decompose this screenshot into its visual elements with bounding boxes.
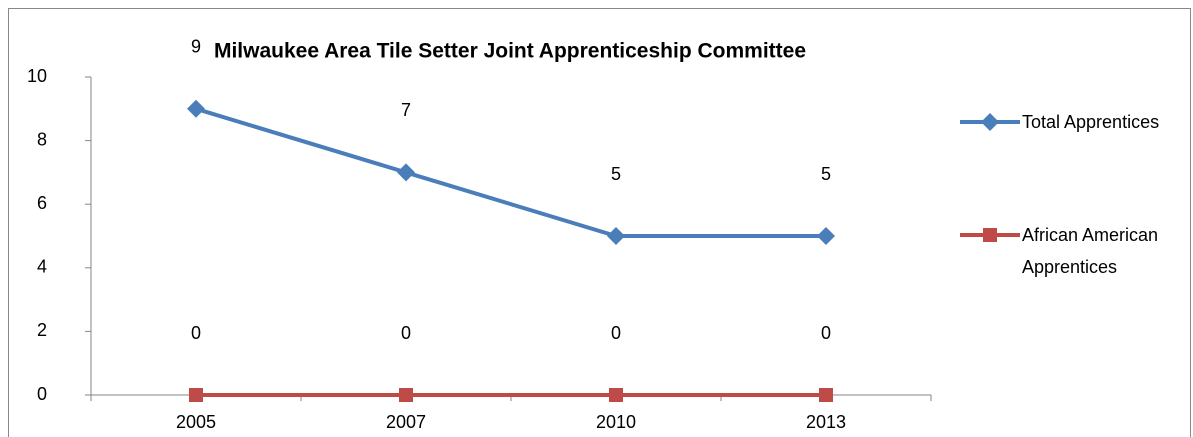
legend-marker [981,113,999,131]
legend-label: Total Apprentices [1022,112,1160,132]
data-point [189,388,203,402]
y-tick-label: 8 [37,129,47,149]
x-tick-label: 2013 [806,412,846,432]
data-label: 0 [191,323,201,343]
data-label: 0 [611,323,621,343]
y-tick-label: 2 [37,320,47,340]
y-tick-label: 10 [27,66,47,86]
chart-title: Milwaukee Area Tile Setter Joint Apprent… [214,40,806,63]
data-point [397,163,415,182]
data-point [817,227,835,245]
data-point [187,99,205,118]
legend-marker [983,228,997,242]
data-label: 9 [191,37,201,57]
x-tick-label: 2007 [386,412,426,432]
data-point [609,388,623,402]
y-tick-label: 6 [37,193,47,213]
data-label: 7 [401,100,411,120]
data-point [607,227,625,245]
data-label: 5 [611,164,621,184]
data-label: 0 [401,323,411,343]
legend-label: African American Apprentices [1022,225,1159,277]
x-tick-label: 2010 [596,412,636,432]
series-line [195,106,826,238]
y-tick-label: 4 [37,257,47,277]
data-point [399,388,413,402]
y-tick-label: 0 [37,384,47,404]
chart-frame [8,8,1191,437]
data-point [819,388,833,402]
data-label: 5 [821,164,831,184]
x-tick-label: 2005 [176,412,216,432]
data-label: 0 [821,323,831,343]
